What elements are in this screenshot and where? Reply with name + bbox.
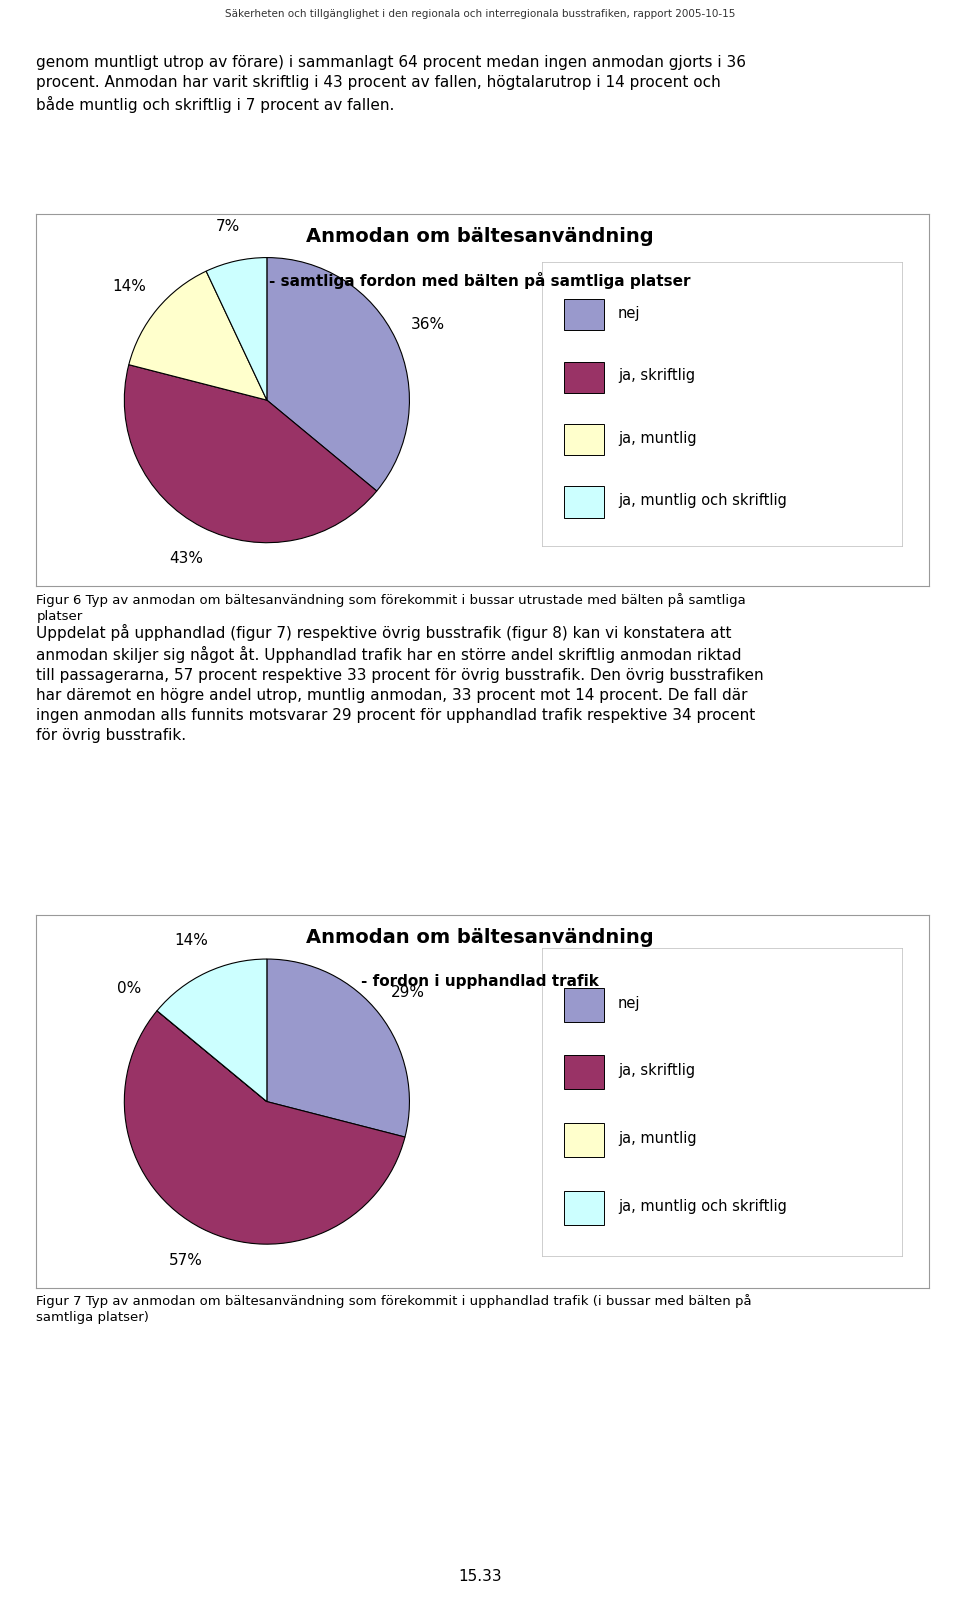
Text: 57%: 57% [169, 1252, 203, 1268]
Text: Figur 7 Typ av anmodan om bältesanvändning som förekommit i upphandlad trafik (i: Figur 7 Typ av anmodan om bältesanvändni… [36, 1294, 752, 1324]
FancyBboxPatch shape [564, 1191, 604, 1225]
Text: ja, skriftlig: ja, skriftlig [618, 368, 695, 384]
FancyBboxPatch shape [564, 1123, 604, 1157]
Text: 0%: 0% [117, 980, 142, 996]
FancyBboxPatch shape [564, 300, 604, 330]
Text: 29%: 29% [391, 985, 424, 1000]
Wedge shape [267, 258, 409, 491]
Wedge shape [157, 959, 267, 1102]
Wedge shape [206, 258, 267, 400]
Text: 14%: 14% [174, 933, 208, 948]
Text: ja, muntlig: ja, muntlig [618, 1131, 697, 1145]
Text: ja, muntlig och skriftlig: ja, muntlig och skriftlig [618, 1199, 787, 1213]
FancyBboxPatch shape [564, 361, 604, 392]
FancyBboxPatch shape [564, 486, 604, 518]
Wedge shape [267, 959, 409, 1137]
Text: Säkerheten och tillgänglighet i den regionala och interregionala busstrafiken, r: Säkerheten och tillgänglighet i den regi… [225, 8, 735, 19]
Text: nej: nej [618, 306, 640, 321]
Text: ja, muntlig och skriftlig: ja, muntlig och skriftlig [618, 492, 787, 509]
Text: Figur 6 Typ av anmodan om bältesanvändning som förekommit i bussar utrustade med: Figur 6 Typ av anmodan om bältesanvändni… [36, 593, 746, 622]
Text: 14%: 14% [112, 279, 147, 295]
Text: Uppdelat på upphandlad (figur 7) respektive övrig busstrafik (figur 8) kan vi ko: Uppdelat på upphandlad (figur 7) respekt… [36, 624, 764, 742]
Text: Anmodan om bältesanvändning: Anmodan om bältesanvändning [306, 227, 654, 246]
Text: ja, skriftlig: ja, skriftlig [618, 1063, 695, 1079]
Text: ja, muntlig: ja, muntlig [618, 431, 697, 446]
Text: genom muntligt utrop av förare) i sammanlagt 64 procent medan ingen anmodan gjor: genom muntligt utrop av förare) i samman… [36, 55, 747, 112]
Text: 36%: 36% [411, 318, 445, 332]
Wedge shape [157, 1011, 267, 1102]
Text: 43%: 43% [169, 551, 203, 567]
Text: nej: nej [618, 996, 640, 1011]
Text: - fordon i upphandlad trafik: - fordon i upphandlad trafik [361, 974, 599, 988]
FancyBboxPatch shape [564, 988, 604, 1022]
Text: Anmodan om bältesanvändning: Anmodan om bältesanvändning [306, 928, 654, 948]
Wedge shape [125, 1011, 405, 1244]
Wedge shape [129, 271, 267, 400]
Text: 7%: 7% [216, 219, 240, 233]
Wedge shape [125, 364, 376, 543]
FancyBboxPatch shape [564, 424, 604, 455]
Text: - samtliga fordon med bälten på samtliga platser: - samtliga fordon med bälten på samtliga… [269, 272, 691, 288]
Text: 15.33: 15.33 [458, 1570, 502, 1584]
FancyBboxPatch shape [564, 1056, 604, 1089]
